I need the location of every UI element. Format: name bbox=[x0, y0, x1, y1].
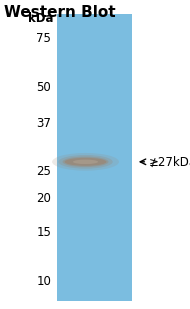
Text: 37: 37 bbox=[36, 117, 51, 130]
Ellipse shape bbox=[73, 160, 98, 164]
Text: Western Blot: Western Blot bbox=[4, 5, 115, 20]
Ellipse shape bbox=[58, 155, 113, 169]
Text: ≱27kDa: ≱27kDa bbox=[149, 155, 190, 168]
Text: 50: 50 bbox=[36, 81, 51, 94]
Text: 15: 15 bbox=[36, 226, 51, 239]
Text: 10: 10 bbox=[36, 275, 51, 288]
Text: 75: 75 bbox=[36, 32, 51, 45]
Text: kDa: kDa bbox=[28, 12, 53, 25]
Ellipse shape bbox=[52, 153, 119, 171]
Text: 25: 25 bbox=[36, 165, 51, 178]
Ellipse shape bbox=[63, 157, 108, 167]
Text: 20: 20 bbox=[36, 192, 51, 205]
Ellipse shape bbox=[65, 158, 106, 166]
Bar bbox=[57, 14, 132, 301]
